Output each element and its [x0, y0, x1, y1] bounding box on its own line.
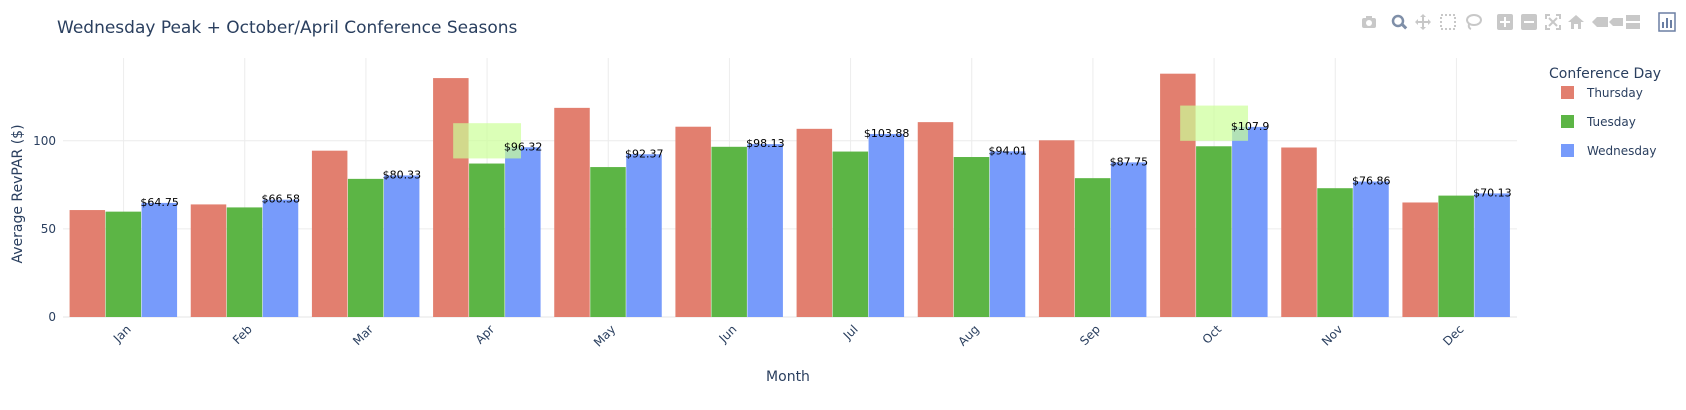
- legend-item-tuesday[interactable]: Tuesday: [1561, 115, 1636, 129]
- bar-tuesday-feb[interactable]: [226, 207, 263, 317]
- x-tick-label: Feb: [230, 322, 255, 347]
- legend-swatch: [1561, 144, 1574, 157]
- bar-wednesday-sep[interactable]: [1110, 162, 1147, 317]
- lasso-select-icon[interactable]: [1466, 14, 1482, 30]
- data-label: $80.33: [383, 168, 422, 181]
- bar-wednesday-jun[interactable]: [747, 144, 783, 317]
- data-label: $96.32: [504, 140, 543, 153]
- reset-axes-icon[interactable]: [1568, 15, 1584, 29]
- camera-icon[interactable]: [1362, 16, 1376, 28]
- bar-wednesday-jul[interactable]: [868, 133, 905, 317]
- box-select-icon[interactable]: [1440, 14, 1456, 30]
- data-labels: $64.75 $66.58 $80.33 $96.32 $92.37 $98.13 $103…: [140, 120, 1511, 209]
- zoom-out-icon[interactable]: [1521, 14, 1537, 30]
- data-label: $64.75: [140, 196, 179, 209]
- bar-thursday-feb[interactable]: [190, 204, 227, 317]
- legend-label: Tuesday: [1586, 115, 1636, 129]
- highlight-region-apr: [453, 123, 522, 159]
- bar-thursday-sep[interactable]: [1038, 140, 1075, 317]
- x-tick-label: Sep: [1077, 322, 1103, 348]
- bar-wednesday-feb[interactable]: [262, 199, 299, 317]
- data-label: $103.88: [864, 127, 910, 140]
- legend-swatch: [1561, 86, 1574, 99]
- plotly-logo-icon[interactable]: [1658, 12, 1676, 32]
- legend-item-wednesday[interactable]: Wednesday: [1561, 144, 1656, 158]
- legend-label: Wednesday: [1587, 144, 1656, 158]
- y-axis-ticks: 0 50 100: [33, 134, 56, 324]
- bar-wednesday-oct[interactable]: [1232, 126, 1268, 317]
- x-axis-ticks: Jan Feb Mar Apr May Jun Jul Aug Sep Oct Nov Dec: [110, 322, 1467, 350]
- hover-closest-icon[interactable]: [1609, 18, 1623, 26]
- hover-compare-icon[interactable]: [1626, 15, 1640, 29]
- bar-tuesday-may[interactable]: [590, 167, 626, 317]
- bar-tuesday-aug[interactable]: [953, 157, 990, 317]
- zoom-icon[interactable]: [1391, 14, 1408, 30]
- data-label: $98.13: [746, 137, 785, 150]
- modebar[interactable]: [1362, 12, 1676, 32]
- legend-title: Conference Day: [1549, 66, 1661, 82]
- legend-item-thursday[interactable]: Thursday: [1561, 86, 1643, 100]
- bar-wednesday-mar[interactable]: [383, 175, 420, 317]
- bar-thursday-apr[interactable]: [433, 78, 469, 317]
- x-tick-label: Mar: [350, 322, 376, 348]
- bar-tuesday-dec[interactable]: [1438, 195, 1474, 317]
- y-axis-title: Average RevPAR ($): [10, 124, 26, 263]
- data-label: $70.13: [1473, 186, 1512, 199]
- data-label: $66.58: [262, 193, 301, 206]
- bar-wednesday-dec[interactable]: [1474, 193, 1510, 317]
- bar-wednesday-aug[interactable]: [989, 151, 1026, 317]
- data-label: $76.86: [1352, 175, 1391, 188]
- highlight-region-oct: [1180, 105, 1249, 141]
- bar-thursday-jan[interactable]: [69, 210, 106, 317]
- zoom-in-icon[interactable]: [1497, 14, 1513, 30]
- y-tick-label: 0: [48, 310, 56, 324]
- bar-wednesday-may[interactable]: [626, 154, 662, 317]
- data-label: $92.37: [625, 147, 664, 160]
- data-label: $94.01: [989, 144, 1028, 157]
- x-tick-label: Oct: [1200, 322, 1225, 347]
- bar-thursday-jun[interactable]: [675, 126, 711, 317]
- bar-thursday-dec[interactable]: [1402, 202, 1438, 317]
- y-tick-label: 50: [41, 222, 56, 236]
- x-tick-label: Nov: [1319, 322, 1345, 348]
- highlight-regions: [453, 105, 1249, 159]
- x-tick-label: Jun: [716, 322, 740, 346]
- x-tick-label: Dec: [1440, 322, 1466, 348]
- x-tick-label: Jul: [840, 322, 861, 343]
- bar-wednesday-apr[interactable]: [505, 147, 541, 317]
- x-tick-label: Apr: [473, 322, 498, 347]
- bar-tuesday-apr[interactable]: [469, 163, 505, 317]
- bar-tuesday-mar[interactable]: [347, 178, 384, 317]
- bar-thursday-aug[interactable]: [917, 122, 954, 317]
- autoscale-icon[interactable]: [1545, 14, 1561, 30]
- bar-tuesday-jan[interactable]: [105, 211, 142, 317]
- bar-tuesday-jun[interactable]: [711, 146, 747, 317]
- bar-tuesday-jul[interactable]: [832, 151, 869, 317]
- bar-thursday-jul[interactable]: [796, 128, 833, 317]
- bar-tuesday-oct[interactable]: [1196, 146, 1232, 317]
- data-label: $87.75: [1110, 155, 1149, 168]
- bar-tuesday-nov[interactable]: [1317, 188, 1353, 317]
- x-tick-label: Aug: [955, 322, 981, 348]
- data-label: $107.9: [1231, 120, 1270, 133]
- legend-label: Thursday: [1586, 86, 1643, 100]
- bar-tuesday-sep[interactable]: [1074, 178, 1111, 317]
- bar-thursday-may[interactable]: [554, 107, 590, 317]
- chart-title: Wednesday Peak + October/April Conferenc…: [57, 18, 518, 38]
- bar-thursday-nov[interactable]: [1281, 147, 1317, 317]
- bar-wednesday-jan[interactable]: [141, 202, 178, 317]
- spike-lines-icon[interactable]: [1592, 17, 1608, 27]
- pan-icon[interactable]: [1415, 14, 1431, 30]
- y-tick-label: 100: [33, 134, 56, 148]
- x-tick-label: Jan: [110, 322, 134, 346]
- bar-thursday-mar[interactable]: [311, 150, 348, 317]
- x-axis-title: Month: [766, 369, 810, 385]
- legend-swatch: [1561, 115, 1574, 128]
- bars: [69, 73, 1510, 317]
- x-tick-label: May: [591, 322, 618, 349]
- legend[interactable]: Thursday Tuesday Wednesday: [1561, 86, 1656, 158]
- bar-wednesday-nov[interactable]: [1353, 181, 1389, 317]
